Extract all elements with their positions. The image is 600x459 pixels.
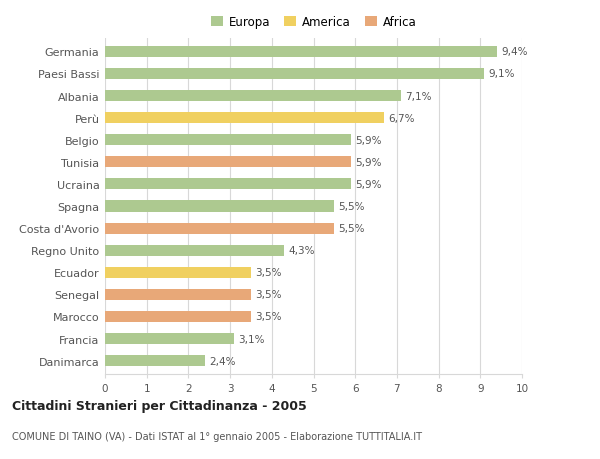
- Bar: [105, 91, 401, 102]
- Bar: [105, 223, 334, 234]
- Text: 9,4%: 9,4%: [501, 47, 527, 57]
- Text: 3,1%: 3,1%: [238, 334, 265, 344]
- Bar: [105, 201, 334, 212]
- Bar: [105, 355, 205, 366]
- Bar: [105, 179, 351, 190]
- Text: 2,4%: 2,4%: [209, 356, 236, 366]
- Text: 3,5%: 3,5%: [255, 290, 281, 300]
- Text: 5,9%: 5,9%: [355, 157, 382, 168]
- Text: 9,1%: 9,1%: [488, 69, 515, 79]
- Bar: [105, 333, 234, 344]
- Bar: [105, 311, 251, 322]
- Bar: [105, 69, 484, 80]
- Bar: [105, 47, 497, 58]
- Text: 5,9%: 5,9%: [355, 135, 382, 146]
- Text: 5,9%: 5,9%: [355, 179, 382, 190]
- Text: Cittadini Stranieri per Cittadinanza - 2005: Cittadini Stranieri per Cittadinanza - 2…: [12, 399, 307, 412]
- Bar: [105, 267, 251, 278]
- Text: 7,1%: 7,1%: [405, 91, 432, 101]
- Text: 3,5%: 3,5%: [255, 312, 281, 322]
- Bar: [105, 289, 251, 300]
- Text: 4,3%: 4,3%: [289, 246, 315, 256]
- Bar: [105, 245, 284, 256]
- Text: 5,5%: 5,5%: [338, 224, 365, 234]
- Text: 6,7%: 6,7%: [389, 113, 415, 123]
- Text: COMUNE DI TAINO (VA) - Dati ISTAT al 1° gennaio 2005 - Elaborazione TUTTITALIA.I: COMUNE DI TAINO (VA) - Dati ISTAT al 1° …: [12, 431, 422, 442]
- Bar: [105, 113, 385, 124]
- Text: 5,5%: 5,5%: [338, 202, 365, 212]
- Text: 3,5%: 3,5%: [255, 268, 281, 278]
- Bar: [105, 157, 351, 168]
- Bar: [105, 135, 351, 146]
- Legend: Europa, America, Africa: Europa, America, Africa: [206, 11, 421, 34]
